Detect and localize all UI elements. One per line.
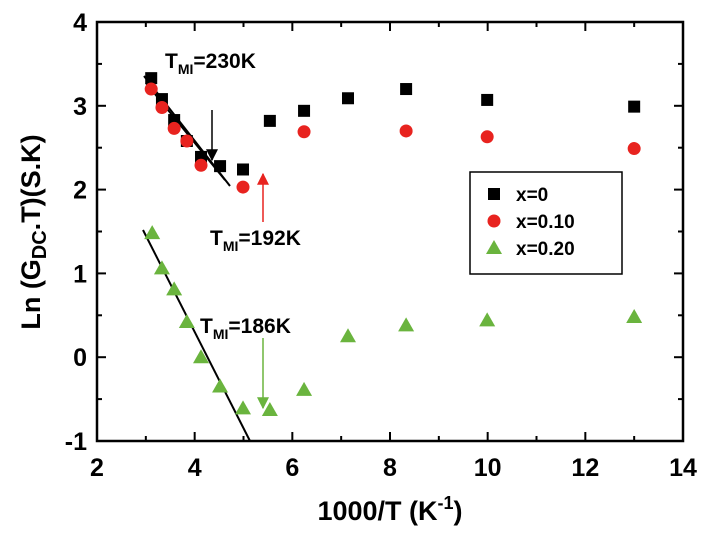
plot-frame — [95, 20, 685, 443]
y-axis-label: Ln (GDC.T)(S.K) — [16, 134, 51, 329]
y-tick-label: -1 — [65, 428, 87, 456]
point — [297, 125, 311, 139]
x-tick-label: 14 — [669, 454, 697, 482]
point — [194, 158, 208, 172]
point — [626, 308, 643, 323]
x-tick-label: 4 — [188, 454, 202, 482]
point — [180, 134, 194, 148]
point — [144, 82, 158, 96]
legend-label: x=0 — [516, 185, 548, 206]
point — [166, 281, 183, 296]
point — [153, 260, 170, 275]
point — [155, 100, 169, 114]
annotation-symbol: T — [200, 315, 213, 338]
y-label-end: .T)(S.K) — [16, 134, 46, 230]
x-tick-label: 12 — [571, 454, 599, 482]
legend-marker — [487, 214, 501, 228]
point — [481, 93, 494, 106]
y-label-main: Ln (G — [16, 259, 46, 329]
legend-marker — [486, 240, 502, 254]
annotation-value: =230K — [193, 50, 255, 73]
x-label-main: 1000/T (K — [317, 496, 438, 526]
y-tick-label: 1 — [73, 260, 87, 288]
point — [144, 225, 161, 240]
point — [400, 83, 413, 96]
point — [178, 314, 195, 329]
point — [399, 124, 413, 138]
annotation-subscript: MI — [178, 61, 194, 77]
point — [212, 378, 229, 393]
legend-label: x=0.10 — [516, 212, 575, 233]
legend-marker — [488, 188, 500, 200]
point — [298, 104, 311, 117]
point — [627, 142, 641, 156]
annotation-symbol: T — [165, 50, 178, 73]
annotation: TMI=186K — [200, 315, 291, 342]
point — [479, 312, 496, 327]
annotation-subscript: MI — [223, 238, 239, 254]
annotation-subscript: MI — [213, 326, 229, 342]
x-tick-label: 10 — [474, 454, 502, 482]
annotation: TMI=192K — [210, 227, 301, 254]
point — [340, 328, 357, 343]
annotation-value: =186K — [228, 315, 290, 338]
point — [480, 130, 494, 144]
annotation-value: =192K — [238, 227, 300, 250]
x-tick-label: 6 — [285, 454, 299, 482]
legend-label: x=0.20 — [516, 239, 575, 260]
x-tick-label: 2 — [90, 454, 104, 482]
point — [628, 100, 641, 113]
point — [236, 180, 250, 194]
point — [261, 401, 278, 416]
point — [193, 349, 210, 364]
point — [235, 400, 252, 415]
x-label-end: ) — [454, 496, 463, 526]
y-tick-label: 4 — [73, 9, 87, 37]
point — [145, 72, 158, 85]
point — [296, 381, 313, 396]
y-label-subscript: DC — [29, 230, 51, 259]
point — [398, 317, 415, 332]
y-tick-label: 3 — [73, 93, 87, 121]
annotation: TMI=230K — [165, 50, 256, 77]
x-axis-label: 1000/T (K-1) — [317, 493, 462, 526]
x-label-superscript: -1 — [438, 493, 454, 513]
x-tick-label: 8 — [383, 454, 397, 482]
point — [214, 160, 227, 173]
point — [263, 114, 276, 127]
point — [167, 121, 181, 135]
point — [237, 163, 250, 176]
point — [342, 92, 355, 105]
y-tick-label: 2 — [73, 177, 87, 205]
y-tick-label: 0 — [73, 344, 87, 372]
annotation-symbol: T — [210, 227, 223, 250]
